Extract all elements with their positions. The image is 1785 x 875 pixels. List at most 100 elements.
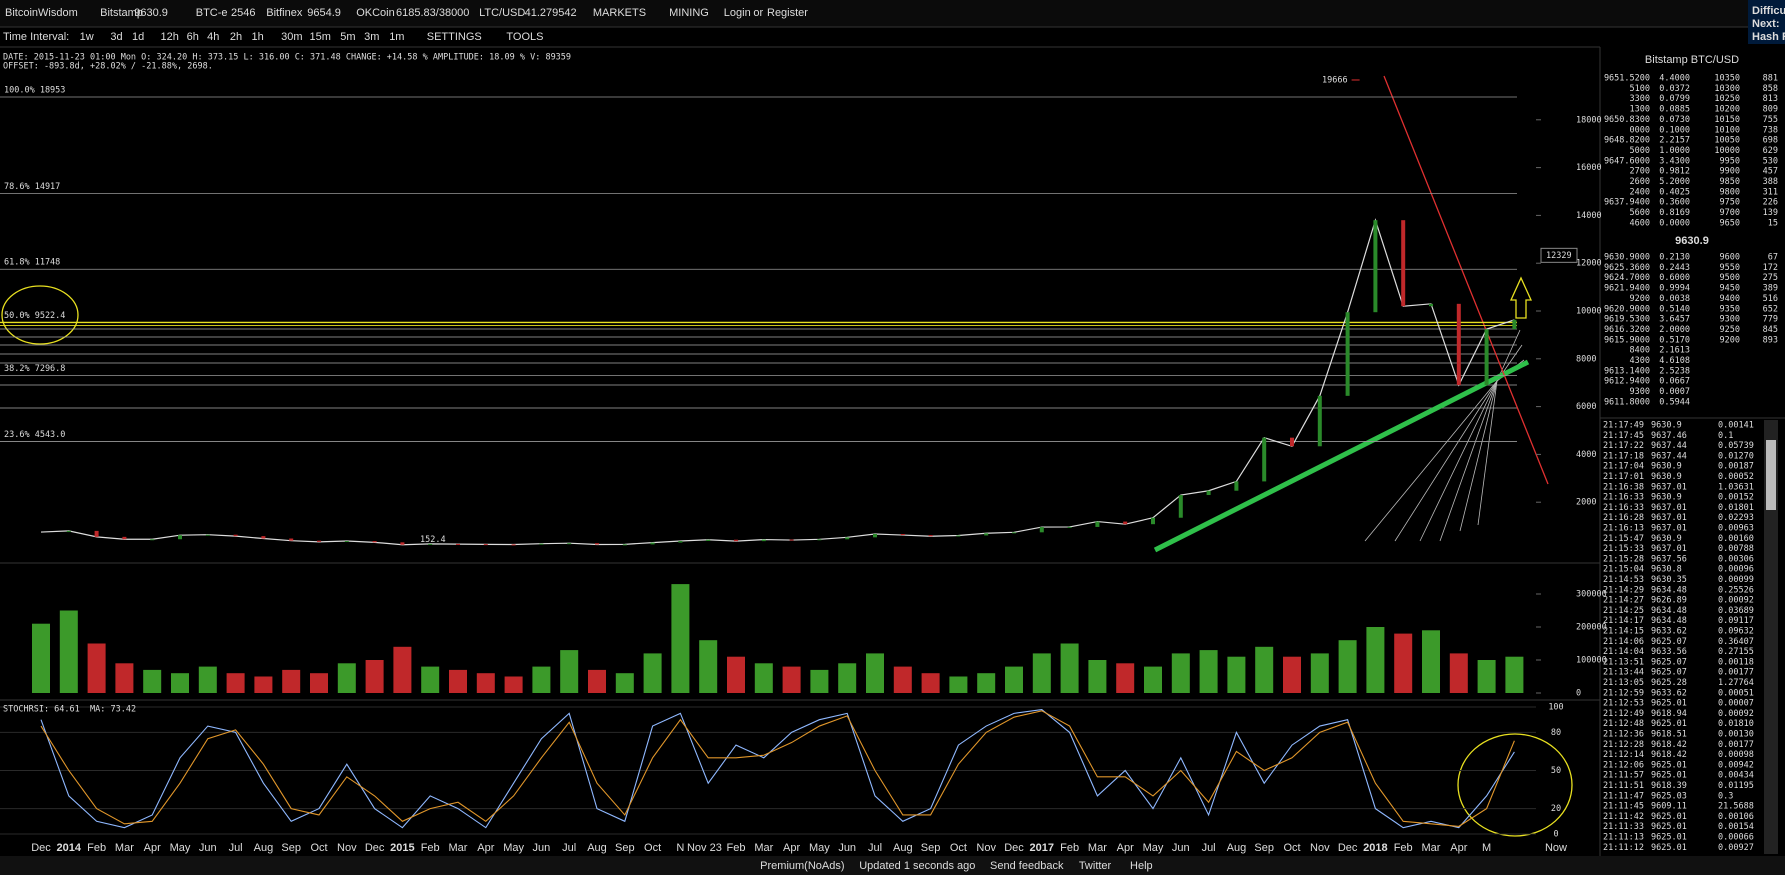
candle <box>400 542 405 545</box>
orderbook-cell: 9300 <box>1720 315 1740 325</box>
trade-price: 9625.01 <box>1651 812 1687 822</box>
scrollbar[interactable] <box>1764 420 1778 854</box>
market-name[interactable]: OKCoin <box>356 7 395 19</box>
y-tick-label: 100000 <box>1576 656 1607 666</box>
interval[interactable]: 3d <box>110 31 122 43</box>
interval[interactable]: 1m <box>389 31 404 43</box>
scrollbar-thumb[interactable] <box>1766 440 1776 510</box>
volume-bar <box>1171 653 1190 693</box>
volume-bar <box>393 646 412 693</box>
interval[interactable]: 3m <box>364 31 379 43</box>
candle <box>678 540 683 543</box>
stoch-label: STOCHRSI: 64.61 <box>3 705 80 715</box>
x-tick-label: May <box>1143 842 1164 854</box>
trade-amount: 0.00096 <box>1718 565 1754 575</box>
market-name[interactable]: LTC/USD <box>479 7 525 19</box>
interval[interactable]: 30m <box>281 31 302 43</box>
trade-price: 9634.48 <box>1651 606 1687 616</box>
volume-bar <box>365 660 384 693</box>
trade-time: 21:16:33 <box>1603 493 1644 503</box>
menu[interactable]: MINING <box>669 7 709 19</box>
orderbook-cell: 9400 <box>1720 294 1740 304</box>
interval[interactable]: 1d <box>132 31 144 43</box>
x-tick-label: Jun <box>533 842 551 854</box>
trade-time: 21:14:27 <box>1603 596 1644 606</box>
orderbook-cell: 2.5238 <box>1659 366 1690 376</box>
footer-link[interactable]: Premium(NoAds) <box>760 860 844 872</box>
candle <box>1206 490 1211 496</box>
trade-price: 9633.56 <box>1651 647 1687 657</box>
market-name[interactable]: BTC-e <box>196 7 228 19</box>
volume-bar <box>310 673 328 693</box>
candle <box>1262 437 1267 482</box>
volume-bar <box>1144 666 1162 693</box>
orderbook-cell: 9637.9400 <box>1604 198 1650 208</box>
trade-amount: 0.00927 <box>1718 843 1754 853</box>
trade-time: 21:17:45 <box>1603 431 1644 441</box>
trade-amount: 0.00106 <box>1718 812 1754 822</box>
orderbook-cell: 9300 <box>1630 387 1650 397</box>
y-tick-label: 0 <box>1576 689 1581 699</box>
orderbook-title: Bitstamp BTC/USD <box>1645 54 1739 66</box>
orderbook-cell: 0.0000 <box>1659 218 1690 228</box>
menu[interactable]: MARKETS <box>593 7 646 19</box>
orderbook-cell: 10000 <box>1714 146 1740 156</box>
fib-label: 50.0% 9522.4 <box>4 311 65 321</box>
candle <box>317 540 321 542</box>
orderbook-cell: 1.0000 <box>1659 146 1690 156</box>
register[interactable]: Register <box>767 7 808 19</box>
trade-price: 9637.01 <box>1651 513 1687 523</box>
trade-price: 9625.01 <box>1651 833 1687 843</box>
trend-line <box>1153 359 1530 553</box>
trade-price: 9630.9 <box>1651 534 1682 544</box>
trade-time: 21:14:25 <box>1603 606 1644 616</box>
trade-price: 9630.9 <box>1651 472 1682 482</box>
orderbook-cell: 2700 <box>1630 167 1650 177</box>
trade-time: 21:15:47 <box>1603 534 1644 544</box>
settings-menu[interactable]: SETTINGS <box>427 31 482 43</box>
orderbook-cell: 0.0007 <box>1659 387 1690 397</box>
interval[interactable]: 12h <box>160 31 178 43</box>
trade-price: 9618.94 <box>1651 709 1687 719</box>
stoch-k-line <box>40 708 1515 829</box>
x-tick-label: May <box>809 842 830 854</box>
x-tick-label: Jul <box>229 842 243 854</box>
trade-amount: 0.02293 <box>1718 513 1754 523</box>
x-tick-label: Nov <box>976 842 996 854</box>
market-name[interactable]: Bitfinex <box>266 7 303 19</box>
interval[interactable]: 6h <box>187 31 199 43</box>
login[interactable]: Login <box>724 7 751 19</box>
trade-time: 21:14:53 <box>1603 575 1644 585</box>
interval[interactable]: 15m <box>310 31 331 43</box>
footer-link[interactable]: Send feedback <box>990 860 1064 872</box>
candle <box>1012 532 1016 534</box>
interval[interactable]: 1h <box>251 31 263 43</box>
orderbook-cell: 9621.9400 <box>1604 284 1650 294</box>
orderbook-cell: 9600 <box>1720 253 1740 263</box>
interval[interactable]: 2h <box>230 31 242 43</box>
volume-bar <box>226 673 245 693</box>
candle <box>372 541 377 543</box>
orderbook-cell: 457 <box>1763 167 1778 177</box>
trade-time: 21:12:14 <box>1603 750 1644 760</box>
x-tick-label: Nov <box>337 842 357 854</box>
market-name[interactable]: Bitstamp <box>100 7 143 19</box>
candle <box>1151 517 1155 525</box>
orderbook-cell: 0.0730 <box>1659 115 1690 125</box>
orderbook-cell: 10250 <box>1714 94 1740 104</box>
volume-bar <box>1283 656 1301 693</box>
volume-bar <box>115 663 134 693</box>
y-tick-label: 12000 <box>1576 259 1602 269</box>
brand[interactable]: BitcoinWisdom <box>5 7 78 19</box>
interval[interactable]: 1w <box>80 31 94 43</box>
interval[interactable]: 4h <box>207 31 219 43</box>
candle <box>1512 319 1517 330</box>
trade-amount: 0.01195 <box>1718 781 1754 791</box>
volume-bar <box>643 653 662 693</box>
tools-menu[interactable]: TOOLS <box>506 31 543 43</box>
interval[interactable]: 5m <box>340 31 355 43</box>
orderbook-cell: 4300 <box>1630 356 1650 366</box>
decline-line <box>1383 75 1549 485</box>
footer-link[interactable]: Help <box>1130 860 1153 872</box>
footer-link[interactable]: Twitter <box>1079 860 1112 872</box>
